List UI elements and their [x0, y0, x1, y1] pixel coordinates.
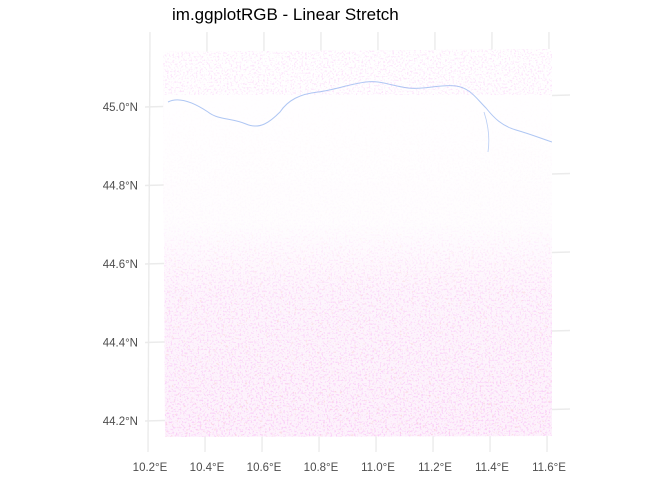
x-tick-label: 11.4°E [475, 462, 509, 474]
x-tick-label: 11.6°E [532, 462, 566, 474]
map-title: im.ggplotRGB - Linear Stretch [172, 5, 399, 24]
x-tick-label: 10.8°E [304, 462, 339, 474]
x-tick-label: 10.4°E [190, 462, 225, 474]
y-axis-ticks: 45.0°N 44.8°N 44.6°N 44.4°N 44.2°N [103, 102, 138, 428]
x-tick-label: 11.2°E [418, 462, 452, 474]
y-tick-label: 44.8°N [103, 181, 138, 193]
y-tick-label: 45.0°N [103, 102, 138, 114]
x-tick-label: 10.6°E [247, 462, 282, 474]
y-tick-label: 44.2°N [103, 416, 138, 428]
x-tick-label: 10.2°E [133, 462, 168, 474]
river-line [167, 81, 552, 143]
y-tick-label: 44.4°N [103, 338, 138, 350]
x-tick-label: 11.0°E [361, 462, 395, 474]
y-tick-label: 44.6°N [103, 259, 138, 271]
meridian-line [147, 31, 151, 453]
rgb-raster [163, 49, 552, 437]
x-axis-ticks: 10.2°E 10.4°E 10.6°E 10.8°E 11.0°E 11.2°E 11.4… [133, 462, 567, 474]
